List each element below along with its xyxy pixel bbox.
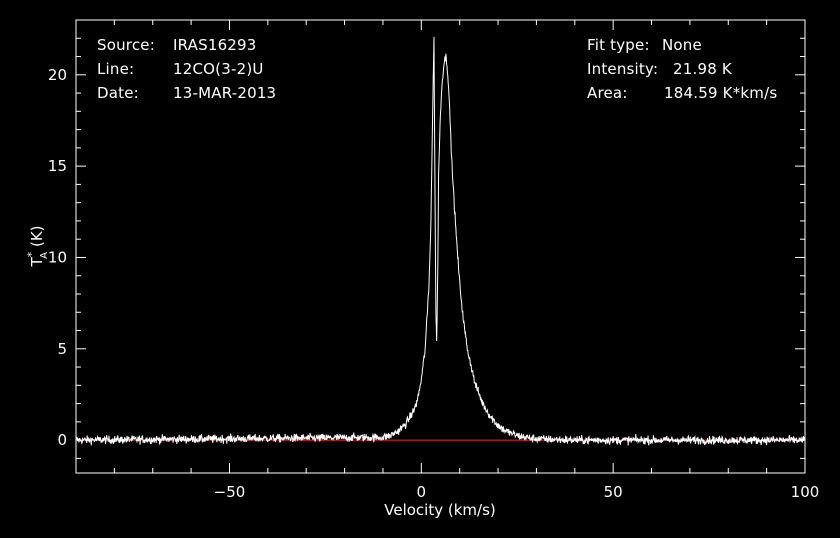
x-tick-label: −50 bbox=[214, 483, 246, 501]
spectrum-line bbox=[75, 36, 806, 446]
fit-type-label: Fit type: bbox=[587, 36, 650, 54]
y-tick-label: 20 bbox=[48, 66, 67, 84]
source-label: Source: bbox=[97, 36, 155, 54]
y-axis-label-main: T bbox=[28, 257, 46, 268]
x-tick-label: 50 bbox=[604, 483, 623, 501]
fit-type-value: None bbox=[662, 36, 702, 54]
y-tick-label: 15 bbox=[48, 157, 67, 175]
intensity-label: Intensity: bbox=[587, 60, 659, 78]
x-axis-label: Velocity (km/s) bbox=[384, 501, 495, 519]
area-label: Area: bbox=[587, 84, 628, 102]
area-value: 184.59 K*km/s bbox=[664, 84, 778, 102]
axis-tick-labels: −50 0 50 100 0 5 10 15 20 bbox=[48, 66, 819, 501]
x-tick-label: 100 bbox=[791, 483, 820, 501]
line-value: 12CO(3-2)U bbox=[173, 60, 264, 78]
source-value: IRAS16293 bbox=[173, 36, 257, 54]
date-value: 13-MAR-2013 bbox=[173, 84, 277, 102]
y-tick-label: 10 bbox=[48, 248, 67, 266]
y-axis-label: T*A (K) bbox=[25, 225, 50, 267]
y-axis-label-sup: * bbox=[25, 251, 38, 257]
plot-frame bbox=[75, 19, 806, 474]
date-label: Date: bbox=[97, 84, 139, 102]
y-axis-label-unit: (K) bbox=[28, 225, 46, 247]
intensity-value: 21.98 K bbox=[673, 60, 732, 78]
axis-ticks bbox=[75, 20, 806, 473]
x-tick-label: 0 bbox=[417, 483, 427, 501]
svg-text:T*A(K): T*A (K) bbox=[25, 225, 50, 267]
y-tick-label: 5 bbox=[57, 340, 67, 358]
line-label: Line: bbox=[97, 60, 135, 78]
y-axis-label-sub: A bbox=[39, 252, 50, 259]
y-tick-label: 0 bbox=[57, 431, 67, 449]
